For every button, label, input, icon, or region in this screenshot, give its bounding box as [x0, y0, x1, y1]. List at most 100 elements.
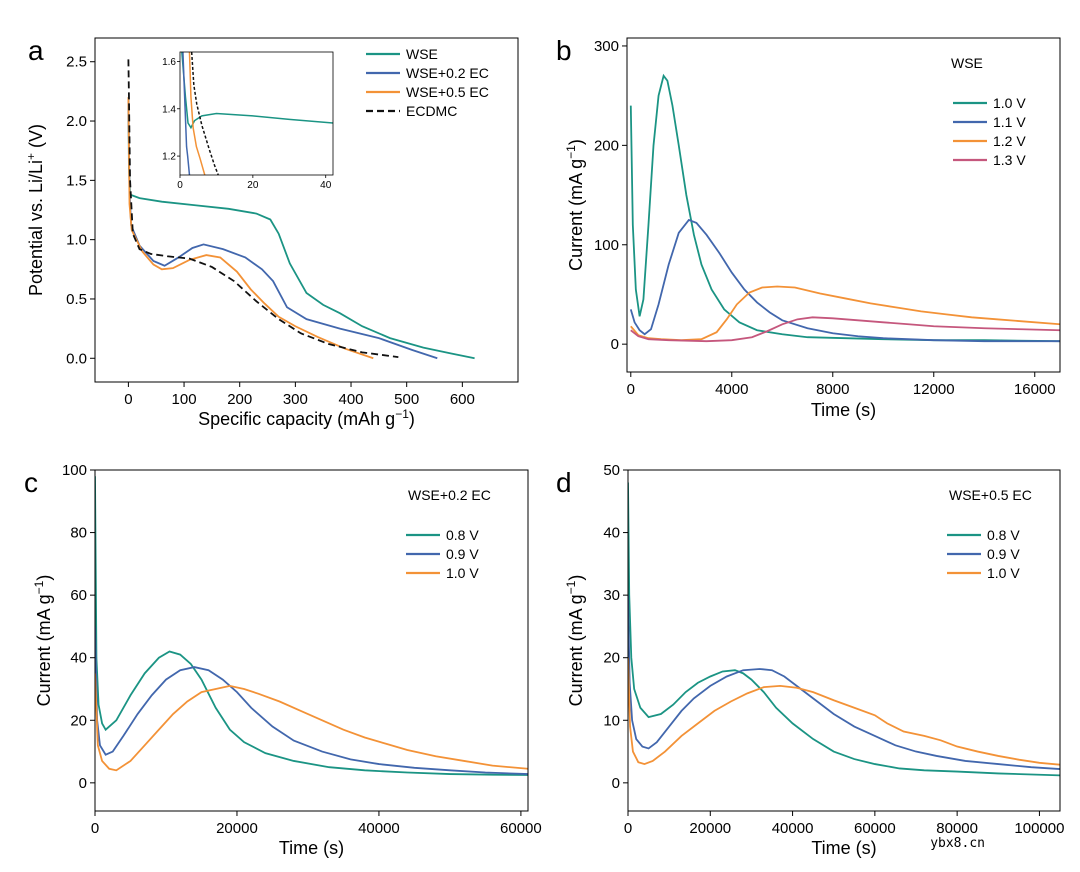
panel-letter-b: b — [556, 35, 572, 66]
y-tick-label: 50 — [603, 462, 620, 479]
panel-letter-a: a — [28, 35, 44, 66]
x-tick-label: 20000 — [689, 820, 731, 837]
plot-frame-a — [94, 37, 519, 383]
legend-label-c-0: 0.8 V — [446, 527, 479, 543]
legend-label-b-2: 1.2 V — [993, 133, 1026, 149]
inset-series-line-3 — [190, 52, 219, 175]
x-tick-label: 60000 — [500, 820, 542, 837]
y-tick-label: 0 — [611, 336, 619, 353]
x-tick-label: 100 — [172, 391, 197, 408]
x-tick-label: 0 — [91, 820, 99, 837]
legend-label-b-1: 1.1 V — [993, 114, 1026, 130]
x-axis-label-d: Time (s) — [811, 838, 876, 858]
series-line-d-0 — [628, 482, 1060, 777]
y-tick-label: 1.0 — [66, 232, 87, 249]
y-tick-label: 40 — [70, 650, 87, 667]
legend-label-d-0: 0.8 V — [987, 527, 1020, 543]
series-line-a-2 — [127, 97, 374, 360]
x-axis-label-c: Time (s) — [279, 838, 344, 858]
inset-series-line-0 — [181, 52, 333, 130]
series-line-b-3 — [630, 316, 1060, 343]
x-tick-label: 80000 — [936, 820, 978, 837]
x-tick-label: 0 — [627, 381, 635, 398]
legend-label-a-0: WSE — [406, 46, 438, 62]
legend-label-d-1: 0.9 V — [987, 546, 1020, 562]
x-axis-label-b: Time (s) — [811, 400, 876, 420]
watermark-text: ybx8.cn — [930, 836, 985, 851]
panel-letter-c: c — [24, 467, 38, 498]
x-tick-label: 12000 — [913, 381, 955, 398]
inset-x-tick-label: 20 — [247, 180, 259, 191]
x-tick-label: 20000 — [216, 820, 258, 837]
y-tick-label: 20 — [603, 650, 620, 667]
plot-frame-d — [627, 469, 1061, 812]
plot-frame-c — [94, 469, 529, 812]
panel-letter-d: d — [556, 467, 572, 498]
x-tick-label: 300 — [283, 391, 308, 408]
legend-label-c-1: 0.9 V — [446, 546, 479, 562]
y-tick-label: 200 — [594, 137, 619, 154]
y-axis-label-a: Potential vs. Li/Li+ (V) — [24, 124, 46, 296]
series-line-a-3 — [127, 59, 399, 358]
x-tick-label: 40000 — [358, 820, 400, 837]
x-tick-label: 100000 — [1014, 820, 1064, 837]
y-tick-label: 100 — [594, 237, 619, 254]
x-tick-label: 600 — [450, 391, 475, 408]
series-line-c-0 — [95, 476, 528, 776]
y-tick-label: 100 — [62, 462, 87, 479]
x-tick-label: 500 — [394, 391, 419, 408]
inset-x-tick-label: 40 — [320, 180, 332, 191]
legend-label-a-2: WSE+0.5 EC — [406, 84, 489, 100]
series-line-b-2 — [630, 285, 1060, 342]
series-line-c-2 — [95, 673, 528, 772]
series-line-b-0 — [629, 73, 1060, 343]
inset-y-tick-label: 1.4 — [162, 104, 176, 115]
x-tick-label: 0 — [624, 820, 632, 837]
legend-title-c: WSE+0.2 EC — [408, 487, 491, 503]
series-line-b-1 — [629, 218, 1060, 343]
legend-title-b: WSE — [951, 55, 983, 71]
y-axis-label-b: Current (mA g−1) — [564, 139, 586, 271]
y-tick-label: 1.5 — [66, 172, 87, 189]
x-tick-label: 8000 — [816, 381, 849, 398]
y-tick-label: 40 — [603, 525, 620, 542]
x-tick-label: 16000 — [1014, 381, 1056, 398]
x-tick-label: 200 — [227, 391, 252, 408]
legend-label-b-0: 1.0 V — [993, 95, 1026, 111]
x-tick-label: 60000 — [854, 820, 896, 837]
y-tick-label: 0 — [612, 775, 620, 792]
panel-b: 0 4000 8000 12000 16000 0 100 200 300 b Time (s) Cu… — [556, 35, 1061, 420]
x-tick-label: 400 — [339, 391, 364, 408]
y-tick-label: 2.0 — [66, 113, 87, 130]
series-line-d-1 — [628, 595, 1060, 770]
plot-frame-b — [626, 37, 1061, 373]
y-tick-label: 0 — [79, 775, 87, 792]
inset-y-tick-label: 1.6 — [162, 57, 176, 68]
inset-series-line-1 — [182, 52, 191, 175]
y-tick-label: 0.0 — [66, 350, 87, 367]
y-tick-label: 60 — [70, 587, 87, 604]
panel-d: 0 20000 40000 60000 80000 100000 0 10 20 30 40 50 d T… — [556, 462, 1064, 858]
series-line-c-1 — [95, 626, 528, 775]
x-tick-label: 0 — [124, 391, 132, 408]
y-tick-label: 10 — [603, 712, 620, 729]
series-line-a-0 — [127, 97, 475, 360]
y-axis-label-d: Current (mA g−1) — [564, 575, 586, 707]
legend-label-a-3: ECDMC — [406, 103, 457, 119]
x-tick-label: 4000 — [715, 381, 748, 398]
inset-x-tick-label: 0 — [177, 180, 183, 191]
x-tick-label: 40000 — [772, 820, 814, 837]
y-axis-label-c: Current (mA g−1) — [32, 575, 54, 707]
inset-frame — [179, 51, 334, 176]
inset-y-tick-label: 1.2 — [162, 152, 176, 163]
legend-label-a-1: WSE+0.2 EC — [406, 65, 489, 81]
legend-label-d-2: 1.0 V — [987, 565, 1020, 581]
inset-plot: 0 20 40 1.2 1.4 1.6 — [162, 51, 334, 191]
panel-a: 0 100 200 300 400 500 6000.00.51.01.52.02.5aSp… — [24, 35, 519, 429]
y-tick-label: 2.5 — [66, 54, 87, 71]
legend-label-b-3: 1.3 V — [993, 152, 1026, 168]
y-tick-label: 0.5 — [66, 291, 87, 308]
inset-series-line-2 — [188, 52, 206, 175]
y-tick-label: 300 — [594, 38, 619, 55]
